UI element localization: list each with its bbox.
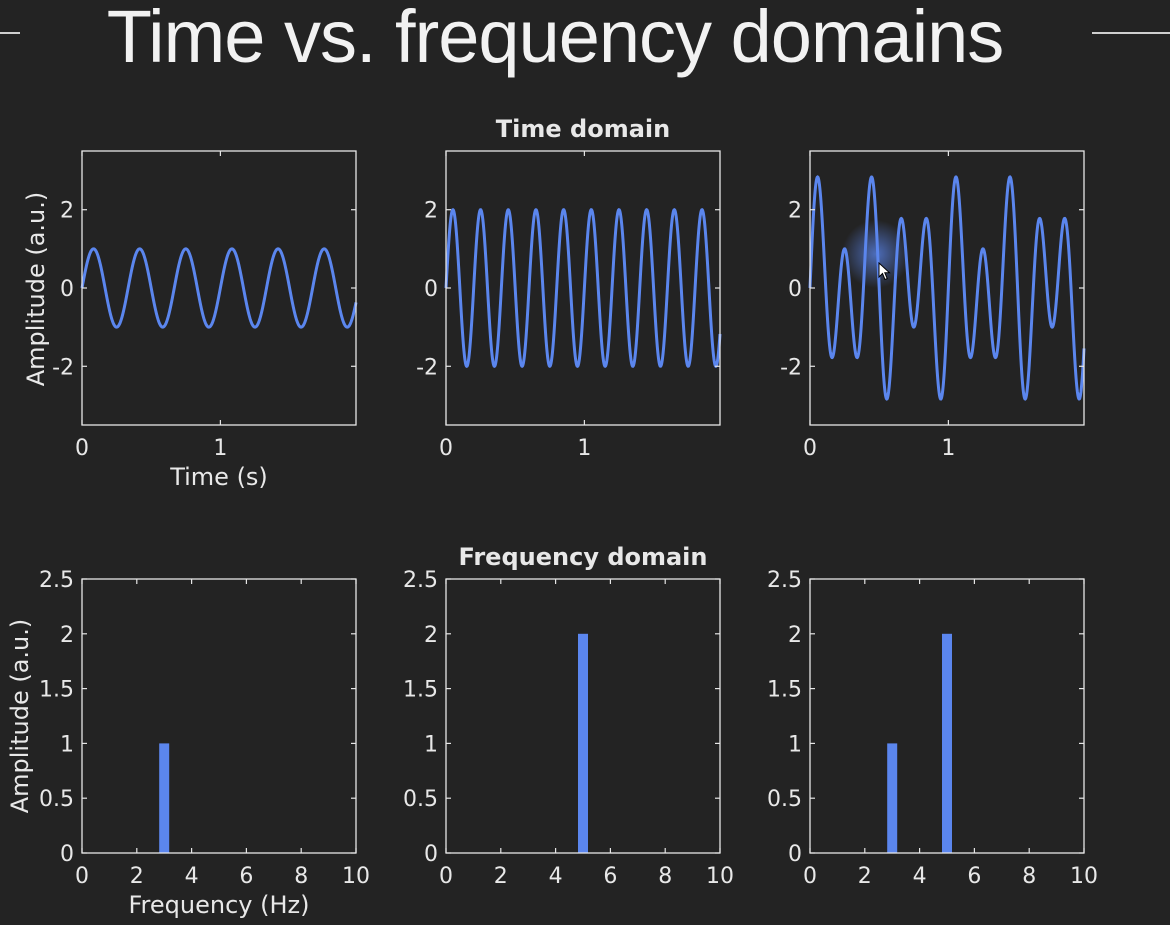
freq-2-xtick-label-4: 8 xyxy=(658,864,672,889)
freq-3-bar-0 xyxy=(887,743,898,853)
time-2-xtick-label-0: 0 xyxy=(439,436,453,461)
freq-1-xtick-label-2: 4 xyxy=(185,864,199,889)
freq-1-xtick-label-0: 0 xyxy=(75,864,89,889)
cursor-highlight xyxy=(842,220,910,288)
freq-3-xtick-label-2: 4 xyxy=(913,864,927,889)
freq-3-axes-box xyxy=(809,578,1085,854)
frequency-domain-title: Frequency domain xyxy=(458,543,707,571)
freq-2-ytick-label-2: 1 xyxy=(424,732,438,757)
time-domain-title: Time domain xyxy=(496,115,670,143)
freq-3-ytick-label-0: 0 xyxy=(788,842,802,867)
time-xlabel: Time (s) xyxy=(169,463,268,491)
freq-1-bar-0 xyxy=(159,743,170,853)
time-2-ytick-label-0: -2 xyxy=(416,355,438,380)
time-1-xtick-label-1: 1 xyxy=(213,436,227,461)
time-3-ytick-label-0: -2 xyxy=(780,355,802,380)
time-1-series-line-0 xyxy=(80,247,358,329)
freq-1-xtick-label-4: 8 xyxy=(294,864,308,889)
freq-1-ytick-label-2: 1 xyxy=(60,732,74,757)
freq-ylabel: Amplitude (a.u.) xyxy=(6,619,34,814)
time-3-xtick-label-0: 0 xyxy=(803,436,817,461)
freq-2-xtick-label-3: 6 xyxy=(603,864,617,889)
freq-3-ytick-label-3: 1.5 xyxy=(767,678,802,703)
freq-3-ytick-label-4: 2 xyxy=(788,623,802,648)
freq-2-ytick-label-5: 2.5 xyxy=(403,568,438,593)
slide-title: Time vs. frequency domains xyxy=(106,0,1005,78)
freq-3-bar-1 xyxy=(942,633,952,853)
freq-2-xtick-label-1: 2 xyxy=(494,864,508,889)
freq-1-panel: 0 2 4 6 8 10 0 0.5 1 1.5 2 2.5 xyxy=(39,568,370,889)
freq-3-panel: 0 2 4 6 8 10 0 0.5 1 1.5 2 2.5 xyxy=(767,568,1098,889)
freq-3-ytick-label-2: 1 xyxy=(788,732,802,757)
time-1-xtick-label-0: 0 xyxy=(75,436,89,461)
title-dash-right xyxy=(1092,32,1170,34)
time-3-xtick-label-1: 1 xyxy=(941,436,955,461)
freq-2-bar-0 xyxy=(578,633,588,853)
freq-3-ytick-label-5: 2.5 xyxy=(767,568,802,593)
freq-2-xtick-label-2: 4 xyxy=(549,864,563,889)
freq-2-panel: 0 2 4 6 8 10 0 0.5 1 1.5 2 2.5 xyxy=(403,568,734,889)
time-1-ytick-label-2: 2 xyxy=(60,199,74,224)
freq-1-axes-box xyxy=(81,578,357,854)
freq-2-ytick-label-1: 0.5 xyxy=(403,787,438,812)
time-3-panel: 0 1 -2 0 2 xyxy=(780,150,1086,461)
time-3-ytick-label-2: 2 xyxy=(788,199,802,224)
freq-3-xtick-label-1: 2 xyxy=(858,864,872,889)
freq-2-ytick-label-0: 0 xyxy=(424,842,438,867)
time-2-series-line-0 xyxy=(444,207,722,369)
freq-xlabel: Frequency (Hz) xyxy=(129,891,310,919)
freq-3-xtick-label-3: 6 xyxy=(967,864,981,889)
title-dash-left xyxy=(0,32,20,34)
freq-1-ytick-label-3: 1.5 xyxy=(39,678,74,703)
freq-1-ytick-label-1: 0.5 xyxy=(39,787,74,812)
freq-2-xtick-label-0: 0 xyxy=(439,864,453,889)
time-2-panel: 0 1 -2 0 2 xyxy=(416,150,722,461)
freq-2-ytick-label-4: 2 xyxy=(424,623,438,648)
freq-2-axes-box xyxy=(445,578,721,854)
time-1-ytick-label-1: 0 xyxy=(60,277,74,302)
freq-1-xtick-label-1: 2 xyxy=(130,864,144,889)
time-1-panel: 0 1 -2 0 2 xyxy=(52,150,358,461)
freq-1-ytick-label-5: 2.5 xyxy=(39,568,74,593)
mouse-pointer-icon xyxy=(878,262,891,281)
time-3-ytick-label-1: 0 xyxy=(788,277,802,302)
time-2-ytick-label-2: 2 xyxy=(424,199,438,224)
freq-1-ytick-label-0: 0 xyxy=(60,842,74,867)
freq-2-ytick-label-3: 1.5 xyxy=(403,678,438,703)
time-2-xtick-label-1: 1 xyxy=(577,436,591,461)
freq-3-xtick-label-4: 8 xyxy=(1022,864,1036,889)
freq-3-ytick-label-1: 0.5 xyxy=(767,787,802,812)
freq-3-xtick-label-5: 10 xyxy=(1070,864,1098,889)
freq-1-xtick-label-5: 10 xyxy=(342,864,370,889)
time-ylabel: Amplitude (a.u.) xyxy=(22,192,50,387)
freq-2-xtick-label-5: 10 xyxy=(706,864,734,889)
time-2-ytick-label-1: 0 xyxy=(424,277,438,302)
freq-1-xtick-label-3: 6 xyxy=(239,864,253,889)
freq-3-xtick-label-0: 0 xyxy=(803,864,817,889)
time-1-ytick-label-0: -2 xyxy=(52,355,74,380)
freq-1-ytick-label-4: 2 xyxy=(60,623,74,648)
time-3-series-line-0 xyxy=(808,175,1086,401)
